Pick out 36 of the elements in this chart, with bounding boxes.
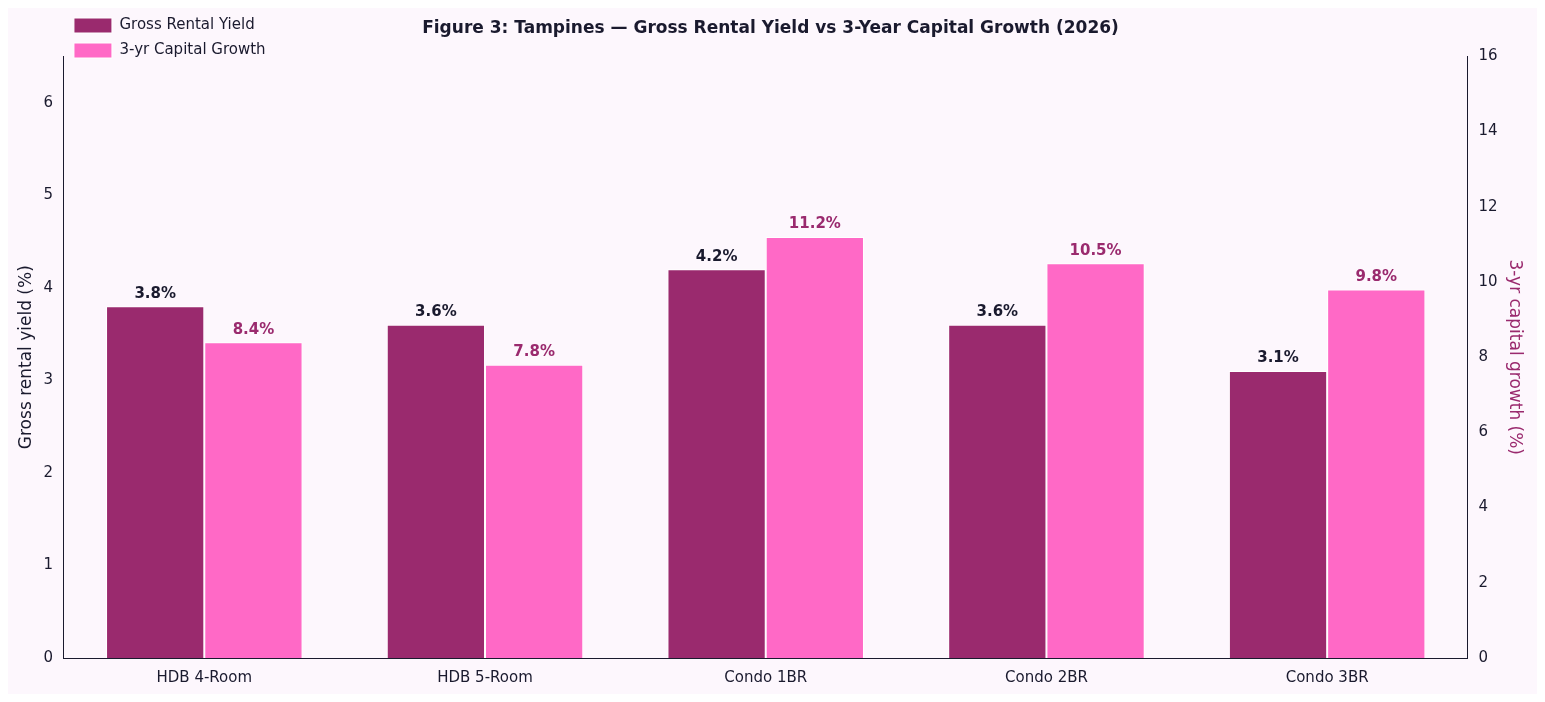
data-label: 4.2% — [695, 246, 738, 265]
y2-axis-title: 3-yr capital growth (%) — [1506, 259, 1527, 455]
legend-label: Gross Rental Yield — [119, 15, 255, 34]
x-tick-label: Condo 1BR — [724, 667, 808, 686]
data-label: 3.8% — [134, 283, 176, 302]
y2-tick-label: 14 — [1478, 121, 1498, 140]
y-tick-label: 1 — [43, 555, 53, 574]
y2-tick-label: 8 — [1478, 347, 1489, 366]
y-axis-title: Gross rental yield (%) — [14, 265, 35, 450]
data-label: 7.8% — [513, 342, 555, 361]
y-tick-label: 6 — [43, 92, 53, 111]
data-label: 11.2% — [788, 214, 841, 233]
x-tick-label: HDB 4-Room — [156, 667, 253, 686]
data-label: 3.6% — [976, 302, 1019, 321]
data-label: 8.4% — [232, 319, 275, 338]
x-tick-label: Condo 2BR — [1005, 667, 1088, 686]
x-tick-label: HDB 5-Room — [437, 667, 533, 686]
y2-tick-label: 10 — [1478, 271, 1498, 290]
legend-label: 3-yr Capital Growth — [119, 40, 266, 59]
y-tick-label: 4 — [43, 277, 53, 296]
y-tick-label: 0 — [43, 647, 53, 666]
y2-tick-label: 12 — [1478, 196, 1498, 215]
x-tick-label: Condo 3BR — [1285, 667, 1369, 686]
y2-tick-label: 6 — [1478, 422, 1489, 441]
y2-tick-label: 16 — [1478, 46, 1498, 65]
y-tick-label: 3 — [43, 370, 53, 389]
data-label: 9.8% — [1355, 266, 1398, 285]
data-label: 3.1% — [1257, 348, 1299, 367]
y-tick-label: 2 — [43, 462, 53, 481]
y-tick-label: 5 — [43, 185, 53, 204]
data-label: 10.5% — [1069, 240, 1122, 259]
y2-tick-label: 2 — [1478, 572, 1489, 591]
y2-tick-label: 0 — [1478, 647, 1489, 666]
y2-tick-label: 4 — [1478, 497, 1489, 516]
data-label: 3.6% — [415, 302, 457, 321]
chart-title: Figure 3: Tampines — Gross Rental Yield vs 3-Year Capital Growth (2026) — [422, 16, 1119, 37]
